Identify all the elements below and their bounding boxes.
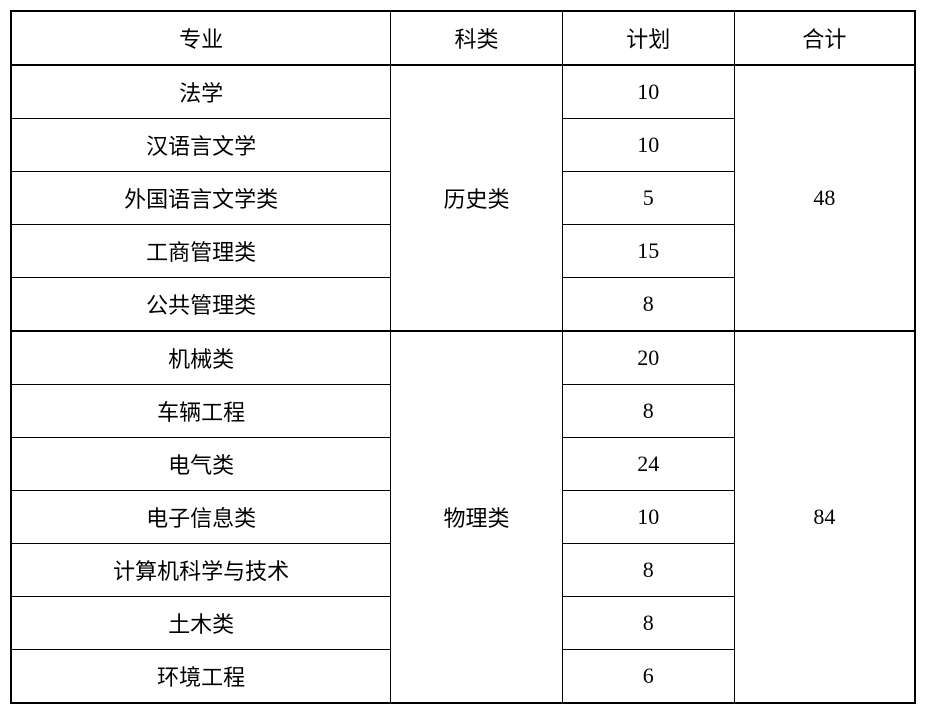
cell-major: 车辆工程 xyxy=(11,385,391,438)
cell-major: 电子信息类 xyxy=(11,491,391,544)
cell-plan: 6 xyxy=(562,650,734,704)
cell-major: 法学 xyxy=(11,65,391,119)
cell-plan: 20 xyxy=(562,331,734,385)
cell-plan: 8 xyxy=(562,597,734,650)
cell-plan: 5 xyxy=(562,172,734,225)
cell-total: 48 xyxy=(734,65,915,331)
cell-category: 历史类 xyxy=(391,65,563,331)
cell-plan: 15 xyxy=(562,225,734,278)
table-header-row: 专业 科类 计划 合计 xyxy=(11,11,915,65)
cell-major: 电气类 xyxy=(11,438,391,491)
cell-major: 机械类 xyxy=(11,331,391,385)
cell-major: 计算机科学与技术 xyxy=(11,544,391,597)
cell-total: 84 xyxy=(734,331,915,703)
table-row: 法学 历史类 10 48 xyxy=(11,65,915,119)
cell-plan: 8 xyxy=(562,278,734,332)
cell-plan: 10 xyxy=(562,65,734,119)
cell-major: 环境工程 xyxy=(11,650,391,704)
cell-plan: 10 xyxy=(562,491,734,544)
header-plan: 计划 xyxy=(562,11,734,65)
header-total: 合计 xyxy=(734,11,915,65)
cell-plan: 10 xyxy=(562,119,734,172)
cell-major: 工商管理类 xyxy=(11,225,391,278)
header-category: 科类 xyxy=(391,11,563,65)
cell-plan: 24 xyxy=(562,438,734,491)
header-major: 专业 xyxy=(11,11,391,65)
cell-plan: 8 xyxy=(562,544,734,597)
cell-major: 汉语言文学 xyxy=(11,119,391,172)
cell-plan: 8 xyxy=(562,385,734,438)
cell-major: 外国语言文学类 xyxy=(11,172,391,225)
cell-category: 物理类 xyxy=(391,331,563,703)
table-row: 机械类 物理类 20 84 xyxy=(11,331,915,385)
cell-major: 土木类 xyxy=(11,597,391,650)
enrollment-plan-table: 专业 科类 计划 合计 法学 历史类 10 48 汉语言文学 10 外国语言文学… xyxy=(10,10,916,704)
cell-major: 公共管理类 xyxy=(11,278,391,332)
